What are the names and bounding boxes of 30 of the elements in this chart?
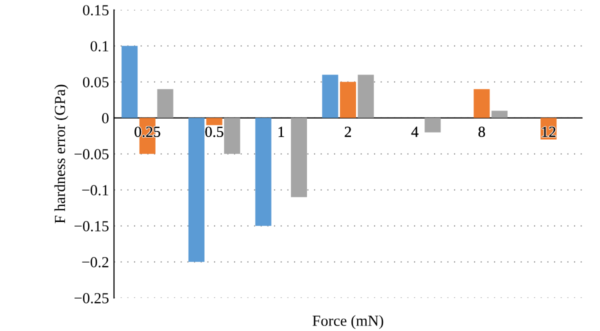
bar (188, 118, 204, 262)
y-tick-label: 0 (102, 113, 109, 124)
x-tick-label: 12 (542, 126, 556, 137)
bar (322, 74, 338, 118)
y-tick-label: −0.2 (82, 257, 108, 268)
bar (358, 74, 374, 118)
y-tick-label: −0.1 (82, 185, 108, 196)
x-tick-label: 1 (278, 126, 284, 137)
x-tick-label: 0.5 (205, 126, 224, 138)
bar (492, 110, 508, 118)
x-tick-label: 4 (411, 126, 418, 137)
y-tick-label: −0.15 (74, 221, 109, 232)
bar (157, 89, 174, 118)
bar (424, 118, 441, 132)
bar (122, 46, 138, 118)
y-tick-label: 0.15 (82, 5, 109, 16)
y-tick-label: 0.1 (90, 41, 108, 52)
y-tick-label: −0.05 (74, 149, 109, 160)
bar (206, 118, 222, 126)
x-tick-label: 8 (478, 126, 485, 138)
x-axis-title: Force (mN) (312, 315, 384, 330)
bar (340, 82, 356, 118)
y-axis-title: F hardness error (GPa) (54, 84, 68, 224)
y-tick-label: −0.25 (74, 293, 109, 304)
bar (290, 118, 307, 198)
bar (255, 118, 272, 226)
y-tick-label: 0.05 (82, 77, 109, 88)
x-tick-label: 2 (344, 126, 351, 137)
bar (224, 118, 240, 154)
bar (474, 89, 490, 118)
